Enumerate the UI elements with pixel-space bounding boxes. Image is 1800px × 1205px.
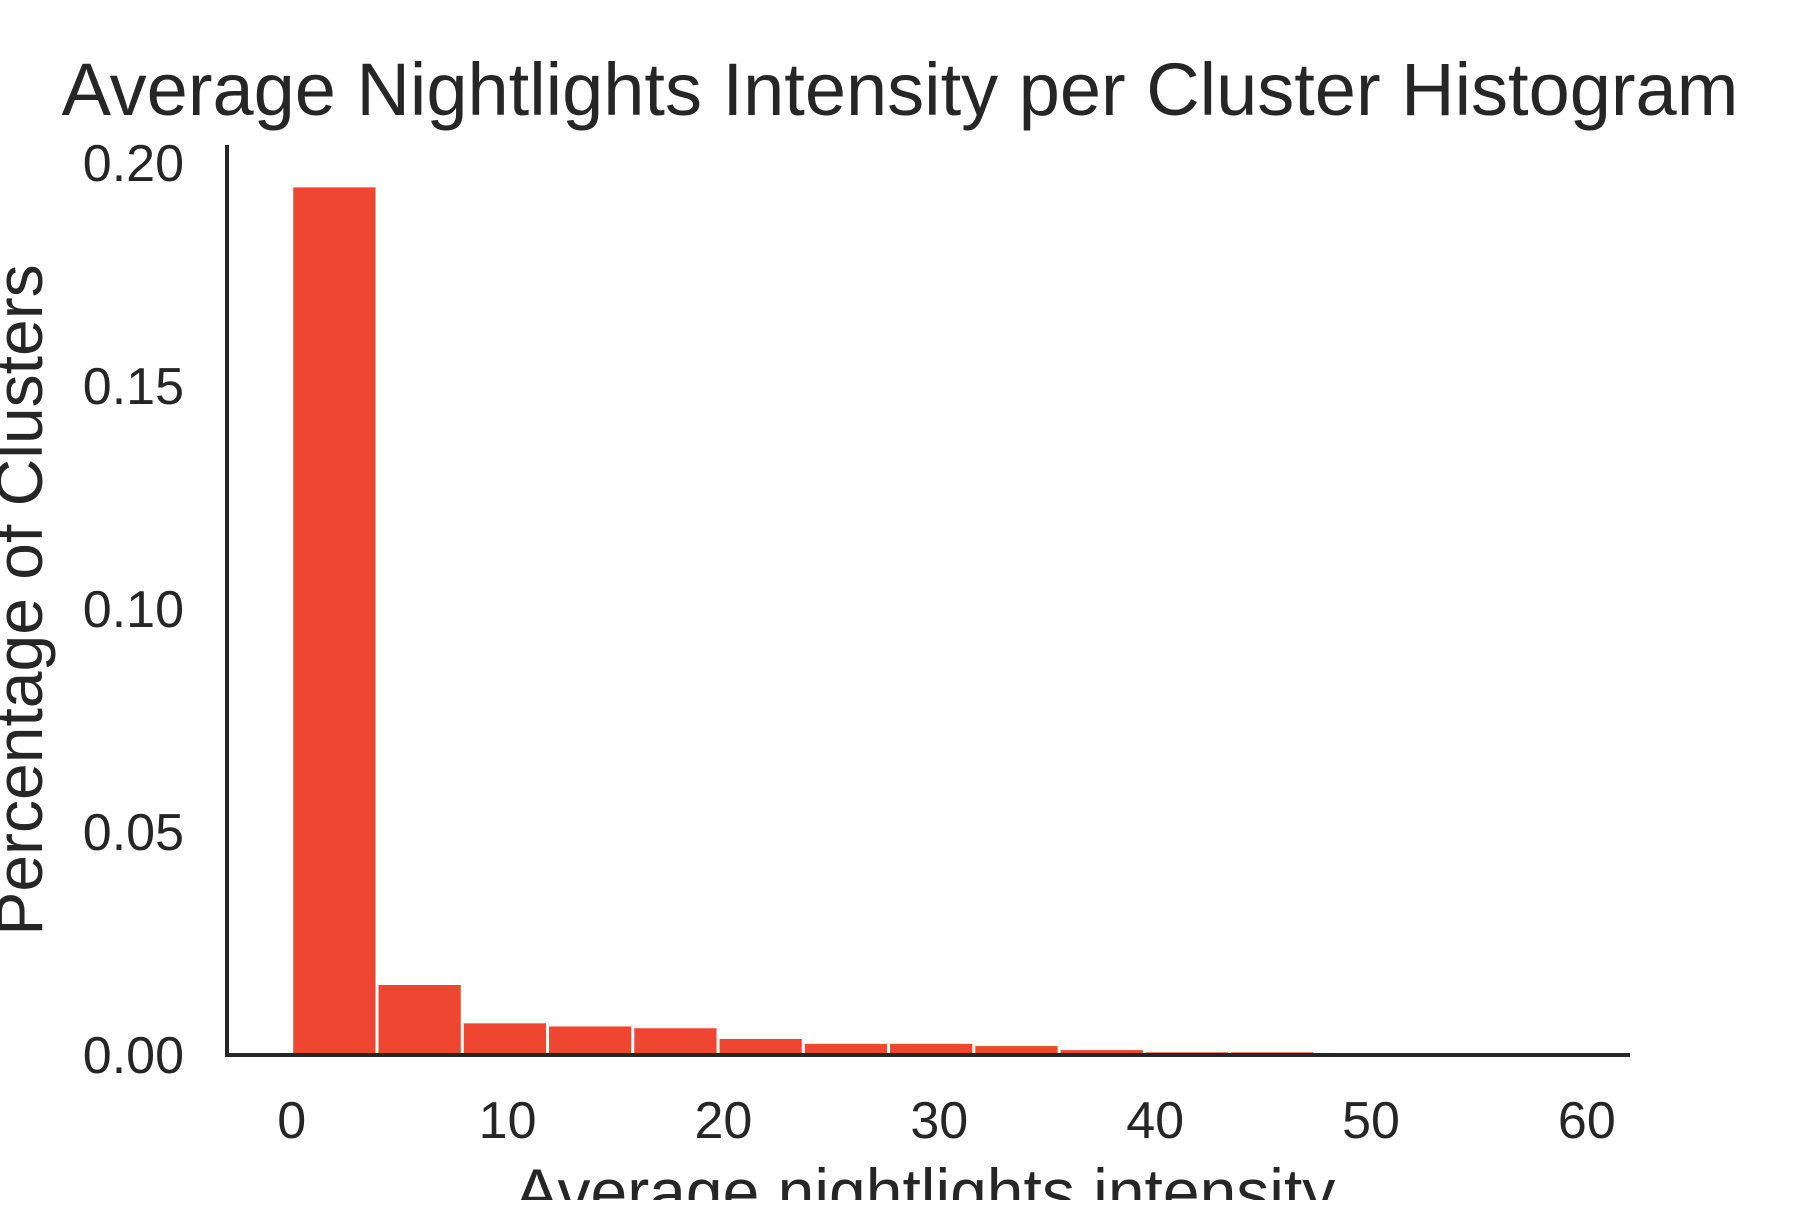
x-tick-label: 20 (695, 1092, 753, 1150)
ticks: 0 10 20 30 40 50 60 0.00 0.05 0.10 0.15 0.20 (83, 135, 1616, 1150)
histogram-bar-1 (293, 187, 376, 1056)
y-tick-label: 0.00 (83, 1027, 184, 1085)
bars (293, 187, 1484, 1056)
y-tick-label: 0.10 (83, 581, 184, 639)
histogram-bar-4 (549, 1026, 632, 1055)
histogram-bar-10 (1060, 1050, 1143, 1055)
x-tick-label: 40 (1126, 1092, 1184, 1150)
histogram-bar-7 (804, 1043, 888, 1055)
histogram-bar-2 (378, 984, 461, 1055)
histogram-bar-5 (634, 1028, 717, 1055)
y-tick-label: 0.20 (83, 135, 184, 193)
x-axis-label: Average nightlights intensity (515, 1155, 1336, 1200)
y-tick-label: 0.05 (83, 804, 184, 862)
x-tick-label: 50 (1342, 1092, 1400, 1150)
chart-title: Average Nightlights Intensity per Cluste… (62, 48, 1739, 131)
histogram-bar-3 (463, 1023, 547, 1055)
y-axis-label: Percentage of Clusters (0, 264, 56, 935)
x-tick-label: 0 (277, 1092, 306, 1150)
histogram-bar-9 (975, 1046, 1058, 1055)
x-tick-label: 60 (1558, 1092, 1616, 1150)
x-tick-label: 30 (910, 1092, 968, 1150)
histogram-bar-6 (719, 1038, 802, 1055)
histogram-bar-8 (890, 1043, 973, 1055)
y-tick-label: 0.15 (83, 358, 184, 416)
x-tick-label: 10 (479, 1092, 537, 1150)
